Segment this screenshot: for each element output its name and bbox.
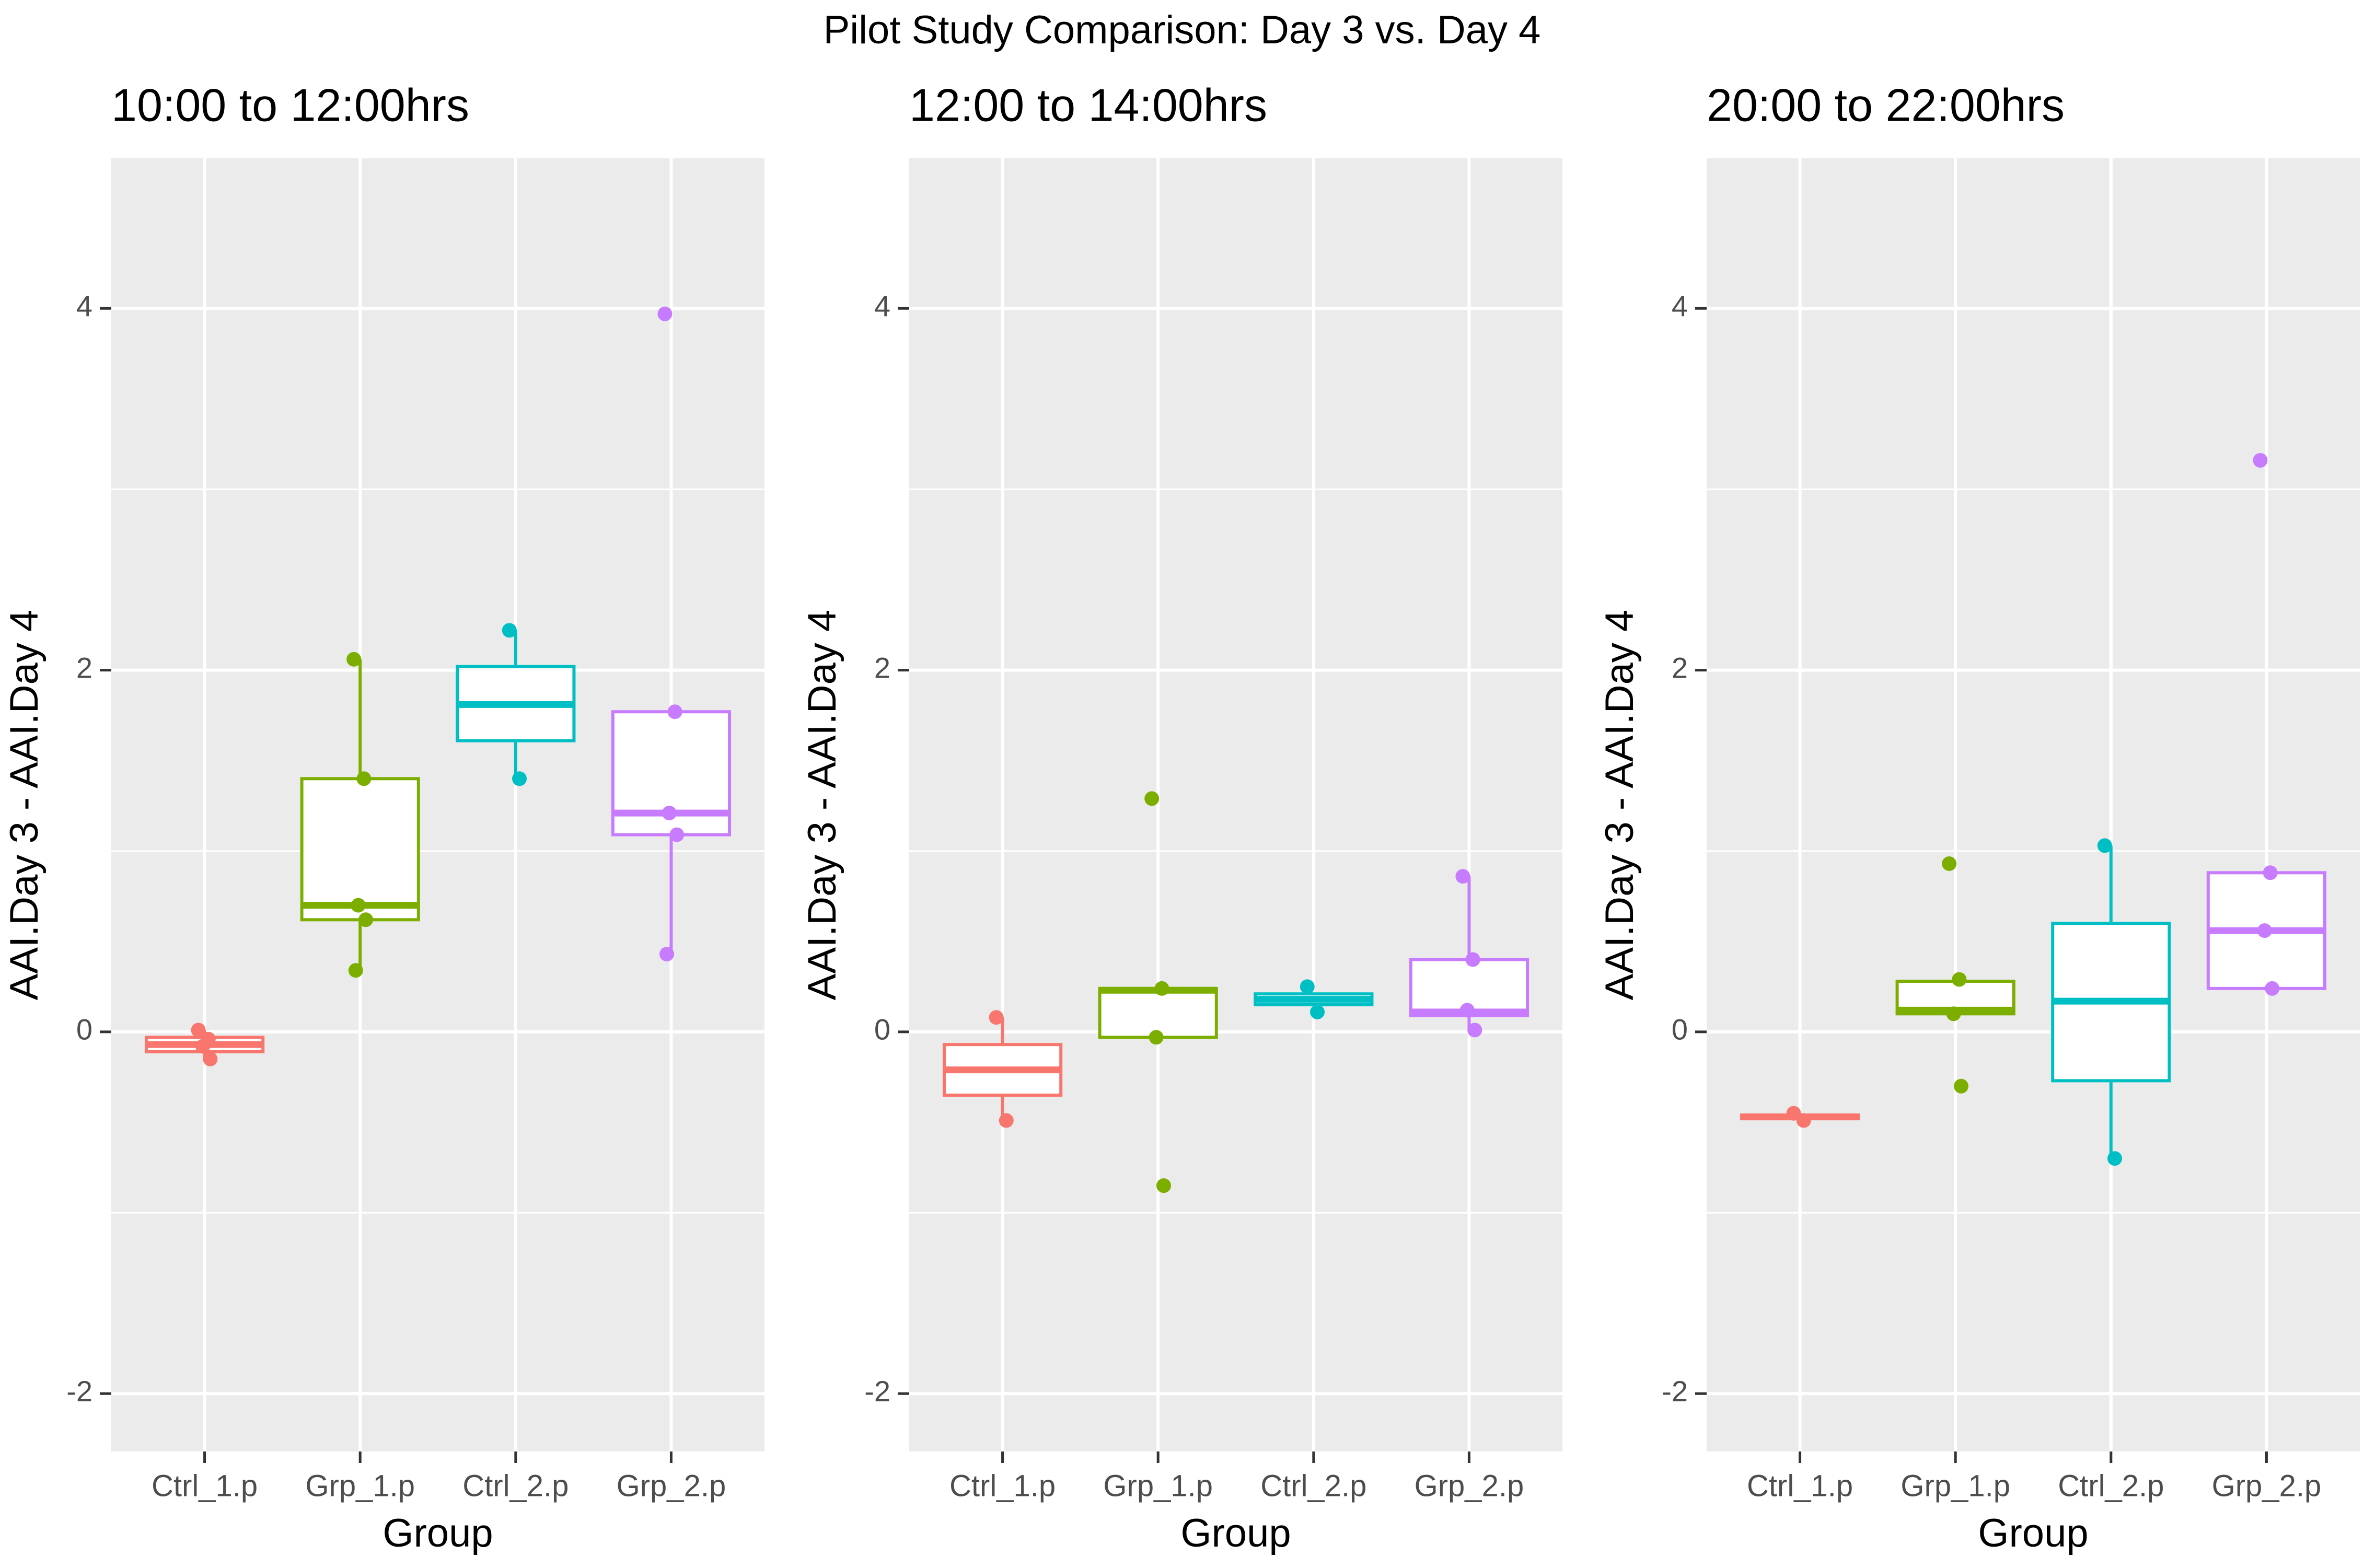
box xyxy=(1098,986,1218,1039)
point xyxy=(348,963,363,978)
point xyxy=(1144,791,1160,806)
point xyxy=(1459,1003,1475,1018)
panel: 20:00 to 22:00hrs -2 0 2 4 Ctrl_1.p Grp_1.p Ctr… xyxy=(1597,79,2360,1555)
point xyxy=(512,771,527,786)
point xyxy=(1467,1023,1482,1038)
x-axis-label: Group xyxy=(1978,1511,2088,1555)
x-tick-label: Grp_2.p xyxy=(2212,1469,2322,1503)
point xyxy=(2097,838,2112,853)
point xyxy=(667,704,682,719)
y-tick-label: 0 xyxy=(76,1013,92,1046)
x-tick-label: Ctrl_2.p xyxy=(462,1469,569,1503)
panel-title: 12:00 to 14:00hrs xyxy=(909,79,1267,131)
point xyxy=(659,947,675,962)
point xyxy=(191,1023,206,1038)
panel-title: 10:00 to 12:00hrs xyxy=(111,79,469,131)
y-tick-label: 4 xyxy=(1672,289,1688,322)
x-tick-label: Grp_2.p xyxy=(617,1469,726,1503)
point xyxy=(2263,865,2278,880)
point xyxy=(1952,972,1967,987)
point xyxy=(2107,1151,2123,1166)
x-tick-label: Grp_2.p xyxy=(1415,1469,1524,1503)
point xyxy=(1149,1030,1164,1045)
box xyxy=(300,777,420,922)
plot-background xyxy=(909,158,1562,1451)
point xyxy=(1154,981,1169,996)
point xyxy=(999,1113,1014,1128)
point xyxy=(1465,952,1480,967)
y-tick-label: 2 xyxy=(1672,651,1688,684)
y-tick-label: 2 xyxy=(76,651,92,684)
x-tick-label: Grp_1.p xyxy=(305,1469,415,1503)
point xyxy=(356,771,372,786)
figure-title: Pilot Study Comparison: Day 3 vs. Day 4 xyxy=(824,8,1541,52)
point xyxy=(669,827,685,842)
y-tick-label: 0 xyxy=(1672,1013,1688,1046)
x-tick-label: Grp_1.p xyxy=(1103,1469,1213,1503)
x-tick-label: Ctrl_1.p xyxy=(152,1469,258,1503)
point xyxy=(1953,1078,1968,1094)
point xyxy=(1455,869,1470,884)
y-tick-label: 4 xyxy=(874,289,890,322)
x-axis-label: Group xyxy=(1180,1511,1291,1555)
point xyxy=(1310,1004,1325,1019)
y-tick-label: 2 xyxy=(874,651,890,684)
y-tick-label: 4 xyxy=(76,289,92,322)
point xyxy=(2253,453,2268,468)
point xyxy=(1946,1006,1961,1021)
y-axis-label: AAI.Day 3 - AAI.Day 4 xyxy=(800,610,844,1001)
point xyxy=(195,1039,210,1054)
point xyxy=(657,306,673,321)
y-tick-label: -2 xyxy=(1662,1375,1688,1408)
point xyxy=(1942,856,1957,871)
point xyxy=(1796,1113,1811,1128)
x-tick-label: Grp_1.p xyxy=(1901,1469,2010,1503)
x-tick-label: Ctrl_2.p xyxy=(2058,1469,2164,1503)
point xyxy=(1300,979,1315,994)
point xyxy=(662,806,677,821)
point xyxy=(203,1051,218,1066)
point xyxy=(1156,1178,1171,1193)
x-tick-label: Ctrl_1.p xyxy=(949,1469,1056,1503)
x-tick-label: Ctrl_2.p xyxy=(1260,1469,1366,1503)
y-axis-label: AAI.Day 3 - AAI.Day 4 xyxy=(2,610,47,1001)
y-axis-label: AAI.Day 3 - AAI.Day 4 xyxy=(1597,610,1642,1001)
panel-title: 20:00 to 22:00hrs xyxy=(1707,79,2065,131)
x-axis-label: Group xyxy=(383,1511,493,1555)
y-tick-label: 0 xyxy=(874,1013,890,1046)
point xyxy=(989,1010,1004,1025)
point xyxy=(351,898,366,913)
panel: 10:00 to 12:00hrs -2 0 2 4 Ctrl_1.p Grp_1.p Ctr… xyxy=(2,79,764,1555)
point xyxy=(502,623,517,638)
point xyxy=(2265,981,2280,996)
y-tick-label: -2 xyxy=(864,1375,890,1408)
point xyxy=(346,652,362,667)
panel: 12:00 to 14:00hrs -2 0 2 4 Ctrl_1.p Grp_1.p Ctr… xyxy=(800,79,1562,1555)
point xyxy=(358,912,373,927)
point xyxy=(2257,923,2272,938)
y-tick-label: -2 xyxy=(66,1375,92,1408)
x-tick-label: Ctrl_1.p xyxy=(1747,1469,1853,1503)
plot-background xyxy=(1707,158,2360,1451)
